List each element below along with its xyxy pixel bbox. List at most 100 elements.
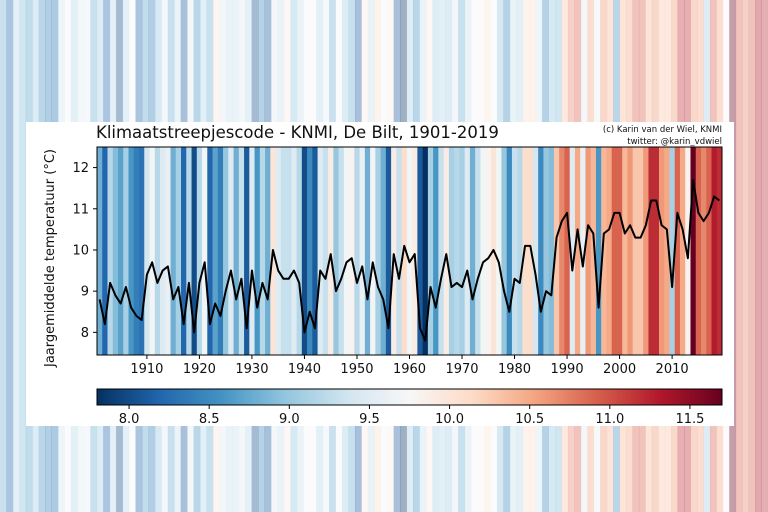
stripe-2003 (632, 147, 639, 355)
stripe-1952 (364, 147, 371, 355)
stripe-1933 (265, 147, 271, 355)
chart-canvas: Klimaatstreepjescode - KNMI, De Bilt, 19… (43, 123, 723, 426)
stripe-1942 (312, 147, 318, 355)
stripe-1980 (511, 147, 518, 355)
stripe-1998 (606, 147, 613, 355)
stripe-1945 (328, 147, 334, 355)
background-stripe (755, 0, 762, 512)
stripe-1963 (422, 147, 429, 355)
stripe-1992 (574, 147, 581, 355)
stripe-1957 (391, 147, 397, 355)
stripe-1996 (595, 147, 602, 355)
stripe-1981 (517, 147, 523, 355)
stripe-1972 (469, 147, 476, 355)
stripe-1971 (464, 147, 471, 355)
stripe-2016 (700, 147, 707, 355)
stripe-1931 (254, 147, 261, 355)
stripe-1989 (559, 147, 565, 355)
stripe-2000 (616, 147, 623, 355)
stripe-1938 (291, 147, 297, 355)
x-tick-label: 2000 (603, 362, 636, 377)
stripe-1939 (296, 147, 303, 355)
stripe-1991 (569, 147, 576, 355)
background-stripe (735, 0, 743, 512)
stripe-1965 (433, 147, 439, 355)
stripe-1925 (223, 147, 229, 355)
stripe-2007 (653, 147, 660, 355)
stripe-2006 (648, 147, 655, 355)
y-tick-label: 11 (72, 202, 89, 217)
background-stripe (12, 0, 20, 512)
stripe-1928 (238, 147, 245, 355)
stripe-2002 (627, 147, 634, 355)
colorbar-tick-label: 8.0 (119, 412, 140, 426)
stripe-1994 (585, 147, 592, 355)
stripe-2014 (690, 147, 697, 355)
background-stripe (6, 0, 14, 512)
stripe-1966 (438, 147, 445, 355)
stripe-1916 (175, 147, 182, 355)
chart-title: Klimaatstreepjescode - KNMI, De Bilt, 19… (96, 123, 499, 142)
stripe-1905 (118, 147, 124, 355)
stripe-1902 (102, 147, 108, 355)
chart-card: Klimaatstreepjescode - KNMI, De Bilt, 19… (26, 122, 734, 426)
x-tick-label: 1950 (340, 362, 373, 377)
colorbar (96, 388, 723, 406)
stripe-2015 (695, 147, 702, 355)
background-stripe (742, 0, 750, 512)
plot-stripes (97, 147, 723, 355)
stripe-1948 (343, 147, 350, 355)
stripe-1904 (112, 147, 119, 355)
background-stripe (19, 0, 27, 512)
y-tick-label: 10 (72, 243, 89, 258)
background-stripe (761, 0, 768, 512)
background-stripe (0, 0, 7, 512)
stripe-1958 (396, 147, 403, 355)
x-tick-label: 1930 (235, 362, 268, 377)
colorbar-ticks: 8.0 8.5 9.0 9.5 10.0 10.5 11.0 11.5 (119, 405, 704, 426)
stripe-1913 (160, 147, 166, 355)
stripe-1967 (443, 147, 450, 355)
stripe-1999 (611, 147, 618, 355)
stripe-1940 (301, 147, 308, 355)
temperature-line (98, 178, 720, 342)
stripe-1987 (548, 147, 555, 355)
stripe-1909 (139, 147, 145, 355)
stripe-1946 (333, 147, 339, 355)
stripe-1979 (506, 147, 513, 355)
stripe-1968 (448, 147, 455, 355)
stripe-1988 (553, 147, 560, 355)
stripe-1921 (202, 147, 208, 355)
stripe-1956 (385, 147, 392, 355)
stripe-1910 (144, 147, 150, 355)
stripe-1924 (217, 147, 224, 355)
stripe-2010 (669, 147, 676, 355)
stripe-1950 (354, 147, 360, 355)
stripe-1970 (459, 147, 466, 355)
stripe-1990 (564, 147, 571, 355)
stripe-2008 (658, 147, 665, 355)
colorbar-tick-label: 8.5 (199, 412, 220, 426)
stripe-1944 (322, 147, 329, 355)
x-tick-label: 1980 (498, 362, 531, 377)
stripe-1920 (196, 147, 203, 355)
stripe-1953 (370, 147, 376, 355)
stripe-1993 (580, 147, 586, 355)
stripe-1984 (532, 147, 539, 355)
stripe-1907 (128, 147, 135, 355)
stripe-1978 (501, 147, 508, 355)
stripe-1929 (244, 147, 250, 355)
stripe-1912 (154, 147, 161, 355)
stripe-1943 (317, 147, 324, 355)
stripe-2012 (679, 147, 686, 355)
stripe-1917 (181, 147, 187, 355)
stripe-1951 (359, 147, 366, 355)
stripe-1973 (475, 147, 481, 355)
x-tick-label: 1940 (288, 362, 321, 377)
stripe-1959 (401, 147, 408, 355)
stripe-1941 (307, 147, 313, 355)
stripe-2005 (643, 147, 649, 355)
stripe-1932 (259, 147, 266, 355)
colorbar-tick-label: 10.0 (435, 412, 464, 426)
stripe-1937 (286, 147, 292, 355)
